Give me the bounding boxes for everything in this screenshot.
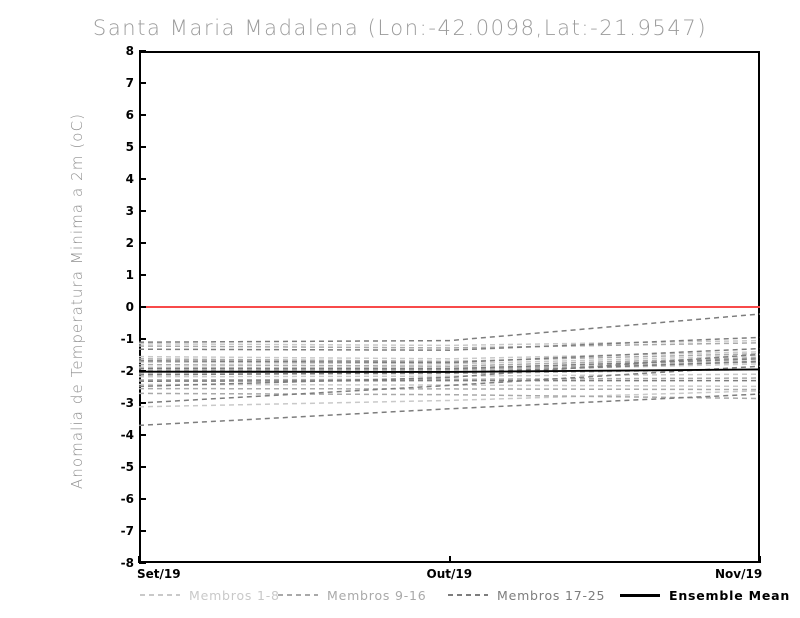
series-line (139, 360, 760, 369)
series-line (139, 352, 760, 363)
series-line (139, 377, 760, 381)
y-axis-tick-label: 0 (125, 300, 134, 314)
legend-label: Membros 9-16 (327, 587, 427, 603)
x-axis-tick-mark (448, 556, 451, 563)
series-line (139, 387, 760, 391)
series-line (139, 383, 760, 388)
y-axis-tick-mark (139, 146, 146, 148)
y-axis-tick-label: -6 (120, 492, 134, 506)
series-line (139, 351, 760, 360)
series-line (139, 313, 760, 343)
y-axis-tick-label: 6 (125, 108, 134, 122)
y-axis-tick-label: -4 (120, 428, 134, 442)
series-line (139, 390, 760, 408)
legend-line-swatch (140, 594, 180, 596)
x-axis-tick-mark (138, 556, 140, 563)
legend-label: Membros 1-8 (189, 587, 280, 603)
y-axis-tick-mark (139, 274, 146, 276)
series-line (139, 358, 760, 370)
legend-label: Membros 17-25 (497, 587, 606, 603)
y-axis-tick-mark (139, 50, 146, 52)
y-axis-tick-label: -1 (120, 332, 134, 346)
y-axis-tick-mark (139, 530, 146, 532)
x-axis-tick-label: Set/19 (137, 567, 181, 581)
y-axis-tick-mark (139, 306, 146, 308)
y-axis-tick-label: -5 (120, 460, 134, 474)
legend-item[interactable]: Membros 9-16 (278, 586, 427, 604)
y-axis-tick-label: 8 (125, 44, 134, 58)
y-axis-tick-label: -8 (120, 556, 134, 570)
series-line (139, 342, 760, 349)
y-axis-tick-mark (139, 338, 146, 340)
y-axis-tick-label: 3 (125, 204, 134, 218)
x-axis-tick-label: Nov/19 (715, 567, 763, 581)
series-line (139, 379, 760, 382)
series-line (139, 368, 760, 373)
y-axis-tick-label: -3 (120, 396, 134, 410)
y-axis-tick-mark (139, 498, 146, 500)
y-axis-tick-mark (139, 466, 146, 468)
y-axis-tick-label: 2 (125, 236, 134, 250)
y-axis-tick-mark (139, 178, 146, 180)
series-line (139, 336, 760, 351)
legend-line-swatch (620, 593, 660, 597)
y-axis-tick-mark (139, 210, 146, 212)
page-title: Santa Maria Madalena (Lon:-42.0098,Lat:-… (92, 16, 708, 40)
y-axis-tick-mark (139, 370, 146, 372)
legend-item[interactable]: Ensemble Mean (620, 586, 790, 604)
y-axis-tick-mark (139, 114, 146, 116)
y-axis-tick-label: -2 (120, 364, 134, 378)
y-axis-tick-mark (139, 562, 146, 564)
y-axis-tick-labels: 8 7 6 5 4 3 2 1 0 -1 -2 -3 -4 -5 -6 -7 -8 (96, 0, 134, 618)
series-line (139, 393, 760, 427)
series-line (139, 356, 760, 367)
chart-legend: Membros 1-8 Membros 9-16 Membros 17-25 Ense… (0, 586, 800, 608)
series-line (139, 353, 760, 388)
y-axis-tick-mark (139, 82, 146, 84)
y-axis-tick-mark (139, 402, 146, 404)
legend-line-swatch (278, 594, 318, 596)
legend-item[interactable]: Membros 17-25 (448, 586, 605, 604)
x-axis-tick-label: Out/19 (426, 567, 473, 581)
y-axis-tick-mark (139, 434, 146, 436)
series-line (139, 392, 760, 400)
series-line (139, 365, 760, 404)
series-line (139, 373, 760, 378)
legend-line-swatch (448, 594, 488, 596)
y-axis-label: Anomalia de Temperatura Minima a 2m (oC) (68, 112, 86, 490)
y-axis-tick-mark (139, 242, 146, 244)
x-axis-tick-mark (759, 556, 761, 563)
y-axis-tick-label: 4 (125, 172, 134, 186)
y-axis-tick-label: 1 (125, 268, 134, 282)
y-axis-tick-label: 7 (125, 76, 134, 90)
y-axis-tick-label: 5 (125, 140, 134, 154)
legend-label: Ensemble Mean (669, 587, 791, 603)
plot-area (139, 306, 760, 427)
series-line (139, 354, 760, 365)
series-line (139, 347, 760, 364)
y-axis-tick-label: -7 (120, 524, 134, 538)
legend-item[interactable]: Membros 1-8 (140, 586, 280, 604)
